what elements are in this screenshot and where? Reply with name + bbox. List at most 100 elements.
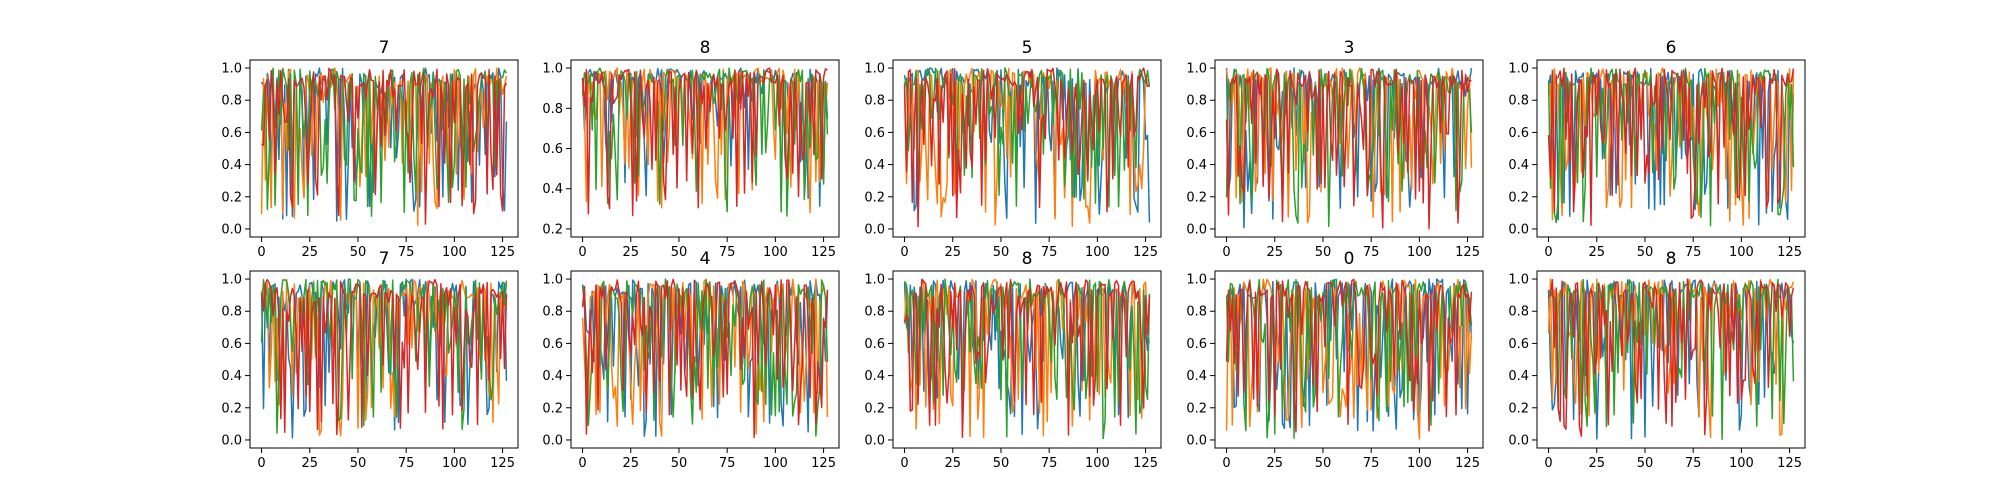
y-tick-label: 0.6 [1508,337,1529,352]
axes-frame [892,270,1162,449]
y-tick-label: 1.0 [1508,62,1529,77]
y-tick-label: 0.4 [1508,158,1529,173]
y-tick-label: 1.0 [864,273,885,288]
y-tick-label: 0.0 [542,433,563,448]
x-tick-label: 100 [1729,456,1754,471]
x-tick-label: 125 [1777,456,1802,471]
series-group [581,67,829,217]
x-tick-label: 25 [1588,245,1605,260]
y-tick-label: 0.0 [1186,222,1207,237]
series-line-3 [261,67,508,225]
x-tick-label: 100 [1729,245,1754,260]
y-tick-label: 0.0 [864,222,885,237]
subplot-7: 0 25 50 75 100 125 0.0 0.2 0.4 0.6 0.8 1.0 8 [864,249,1162,471]
subplot-6: 0 25 50 75 100 125 0.0 0.2 0.4 0.6 0.8 1.0 4 [542,249,840,471]
y-tick-label: 0.4 [221,158,242,173]
x-tick-label: 75 [1363,456,1380,471]
y-tick-label: 0.6 [542,337,563,352]
y-tick-label: 0.4 [864,158,885,173]
axes-frame [1214,59,1484,238]
axes-frame [570,270,840,449]
x-tick-label: 125 [490,245,515,260]
subplot-title: 6 [1666,38,1677,58]
x-tick-label: 0 [1222,245,1230,260]
series-group [581,278,829,439]
series-line-2 [1225,67,1473,228]
y-tick-label: 0.0 [864,433,885,448]
y-tick-label: 1.0 [1508,273,1529,288]
y-tick-label: 0.0 [1508,433,1529,448]
x-tick-label: 50 [1637,456,1654,471]
y-tick-label: 1.0 [864,62,885,77]
series-line-3 [1225,278,1473,433]
series-group [903,278,1151,440]
x-tick-label: 50 [993,456,1010,471]
y-tick-label: 0.0 [221,222,242,237]
y-tick-label: 0.8 [542,305,563,320]
x-tick-label: 75 [1685,456,1702,471]
axes-frame [1536,270,1806,449]
subplot-3: 0 25 50 75 100 125 0.0 0.2 0.4 0.6 0.8 1.0 3 [1186,38,1484,260]
x-tick-label: 100 [763,245,788,260]
y-tick-label: 0.4 [221,369,242,384]
x-tick-label: 125 [1455,456,1480,471]
x-tick-label: 100 [1407,245,1432,260]
y-tick-label: 0.2 [864,190,885,205]
x-tick-label: 0 [257,245,265,260]
y-tick-label: 0.8 [221,305,242,320]
x-tick-label: 75 [1041,456,1058,471]
y-tick-label: 0.2 [1186,401,1207,416]
x-tick-label: 75 [398,456,415,471]
x-tick-label: 0 [900,245,908,260]
y-tick-label: 0.0 [1186,433,1207,448]
subplot-title: 7 [379,249,390,269]
y-tick-label: 0.4 [864,369,885,384]
subplot-title: 0 [1344,249,1355,269]
y-tick-label: 0.4 [1186,158,1207,173]
x-tick-label: 75 [1041,245,1058,260]
y-tick-label: 0.2 [1508,401,1529,416]
x-tick-label: 0 [1544,456,1552,471]
x-tick-label: 0 [900,456,908,471]
series-line-1 [903,67,1151,228]
x-tick-label: 100 [1085,456,1110,471]
x-tick-label: 50 [1637,245,1654,260]
series-line-3 [1547,67,1795,226]
x-tick-label: 50 [350,456,367,471]
y-tick-label: 0.6 [221,337,242,352]
y-tick-label: 0.2 [221,190,242,205]
x-tick-label: 125 [1133,245,1158,260]
axes-frame [1214,270,1484,449]
y-tick-label: 0.2 [542,401,563,416]
subplot-1: 0 25 50 75 100 125 0.2 0.4 0.6 0.8 1.0 8 [542,38,840,260]
x-tick-label: 25 [622,245,639,260]
y-tick-label: 0.6 [864,126,885,141]
x-tick-label: 125 [1133,456,1158,471]
x-tick-label: 0 [1222,456,1230,471]
subplot-5: 0 25 50 75 100 125 0.0 0.2 0.4 0.6 0.8 1.0 7 [221,249,519,471]
y-tick-label: 0.8 [542,102,563,117]
subplot-title: 8 [1666,249,1677,269]
series-line-3 [581,278,829,439]
x-tick-label: 0 [578,245,586,260]
y-tick-label: 0.4 [1186,369,1207,384]
y-tick-label: 1.0 [221,62,242,77]
series-line-3 [903,67,1150,228]
subplot-0: 0 25 50 75 100 125 0.0 0.2 0.4 0.6 0.8 1.0 7 [221,38,519,260]
x-tick-label: 100 [1407,456,1432,471]
x-tick-label: 25 [1266,456,1283,471]
axes-frame [892,59,1162,238]
x-tick-label: 125 [1777,245,1802,260]
x-tick-label: 125 [1455,245,1480,260]
y-tick-label: 0.8 [1186,305,1207,320]
x-tick-label: 25 [301,456,318,471]
y-tick-label: 1.0 [542,62,563,77]
x-tick-label: 50 [671,245,688,260]
subplot-title: 8 [700,38,711,58]
y-tick-label: 0.4 [542,182,563,197]
series-group [260,278,508,439]
subplot-4: 0 25 50 75 100 125 0.0 0.2 0.4 0.6 0.8 1.0 6 [1508,38,1806,260]
y-tick-label: 1.0 [221,273,242,288]
x-tick-label: 75 [1685,245,1702,260]
y-tick-label: 0.4 [542,369,563,384]
